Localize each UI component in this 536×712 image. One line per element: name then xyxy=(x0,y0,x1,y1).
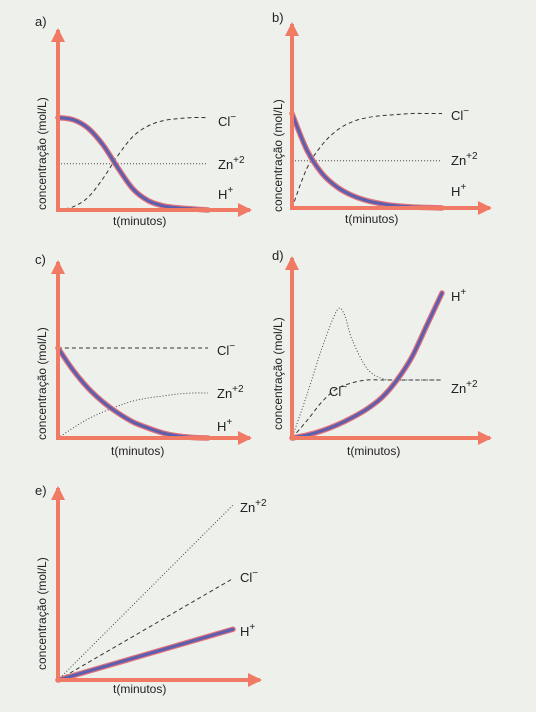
panel-b-x-axis-label: t(minutos) xyxy=(345,212,398,226)
panel-c-plot xyxy=(51,260,252,445)
panel-b-h-label: H+ xyxy=(451,182,466,199)
panel-b-cl-label: Cl− xyxy=(451,106,469,123)
panel-a-zn-label: Zn+2 xyxy=(218,155,245,172)
panel-b-label: b) xyxy=(272,10,284,25)
panel-c-x-axis-arrowhead xyxy=(238,431,252,445)
panel-e-plot xyxy=(51,486,262,687)
panel-e-cl-label: Cl− xyxy=(240,568,258,585)
panel-e: e) concentração (mol/L) t(minutos) Zn+2 … xyxy=(35,483,267,696)
panel-d-series-cl-line xyxy=(291,379,442,439)
panel-d-label: d) xyxy=(272,248,284,263)
panel-d-x-axis-label: t(minutos) xyxy=(347,444,400,458)
panel-c: c) concentração (mol/L) t(minutos) Cl− Z… xyxy=(35,252,252,458)
panel-d-series-h-outline xyxy=(289,290,445,441)
panel-e-series-zn-line xyxy=(57,504,234,681)
panel-e-series-cl-line xyxy=(57,578,234,681)
panel-c-label: c) xyxy=(35,252,46,267)
panel-d-x-axis-arrowhead xyxy=(478,431,492,445)
panel-b-x-axis-arrowhead xyxy=(478,201,492,215)
panel-a-cl-label: Cl− xyxy=(218,112,236,129)
panel-a-series-cl-line xyxy=(57,117,209,211)
panel-e-x-axis-label: t(minutos) xyxy=(113,682,166,696)
panel-c-h-label: H+ xyxy=(217,417,232,434)
panel-d-series-zn-line xyxy=(291,307,442,439)
panel-d-series-h-line xyxy=(290,291,444,440)
panel-a-label: a) xyxy=(35,14,47,29)
panel-e-y-axis-label: concentração (mol/L) xyxy=(35,557,49,670)
panel-d-y-axis-label: concentração (mol/L) xyxy=(271,317,285,430)
panel-c-cl-label: Cl− xyxy=(217,341,235,358)
panel-e-zn-label: Zn+2 xyxy=(240,498,267,515)
panel-d-zn-label: Zn+2 xyxy=(451,379,478,396)
panel-e-y-axis-arrowhead xyxy=(51,486,65,500)
panel-b-y-axis-arrowhead xyxy=(285,22,299,36)
panel-c-zn-label: Zn+2 xyxy=(217,384,244,401)
panel-c-series-zn-line xyxy=(57,392,209,439)
panel-d-plot xyxy=(285,256,492,445)
panel-d-h-label: H+ xyxy=(451,287,466,304)
panel-a-plot xyxy=(51,28,252,217)
panel-e-h-label: H+ xyxy=(240,622,255,639)
panel-a-y-axis-arrowhead xyxy=(51,28,65,42)
panel-b: b) concentração (mol/L) t(minutos) Cl− Z… xyxy=(271,10,492,226)
panel-e-label: e) xyxy=(35,483,47,498)
panel-e-series-h-line xyxy=(56,627,235,682)
panel-c-y-axis-arrowhead xyxy=(51,260,65,274)
panel-c-y-axis-label: concentração (mol/L) xyxy=(35,327,49,440)
panel-b-zn-label: Zn+2 xyxy=(451,151,478,168)
panel-a-h-label: H+ xyxy=(218,185,233,202)
panel-b-y-axis-label: concentração (mol/L) xyxy=(271,99,285,212)
panel-c-x-axis-label: t(minutos) xyxy=(111,444,164,458)
panel-a: a) concentração (mol/L) t(minutos) Cl− Z… xyxy=(35,14,252,228)
panel-d: d) concentração (mol/L) t(minutos) H+ Cl… xyxy=(271,248,492,458)
panel-e-x-axis-arrowhead xyxy=(248,673,262,687)
panel-a-y-axis-label: concentração (mol/L) xyxy=(35,97,49,210)
panel-a-x-axis-arrowhead xyxy=(238,203,252,217)
panel-a-x-axis-label: t(minutos) xyxy=(113,214,166,228)
panel-d-y-axis-arrowhead xyxy=(285,256,299,270)
panel-d-cl-label: Cl− xyxy=(329,382,347,399)
panel-b-plot xyxy=(285,22,492,215)
panel-c-series-h-outline xyxy=(55,345,211,441)
